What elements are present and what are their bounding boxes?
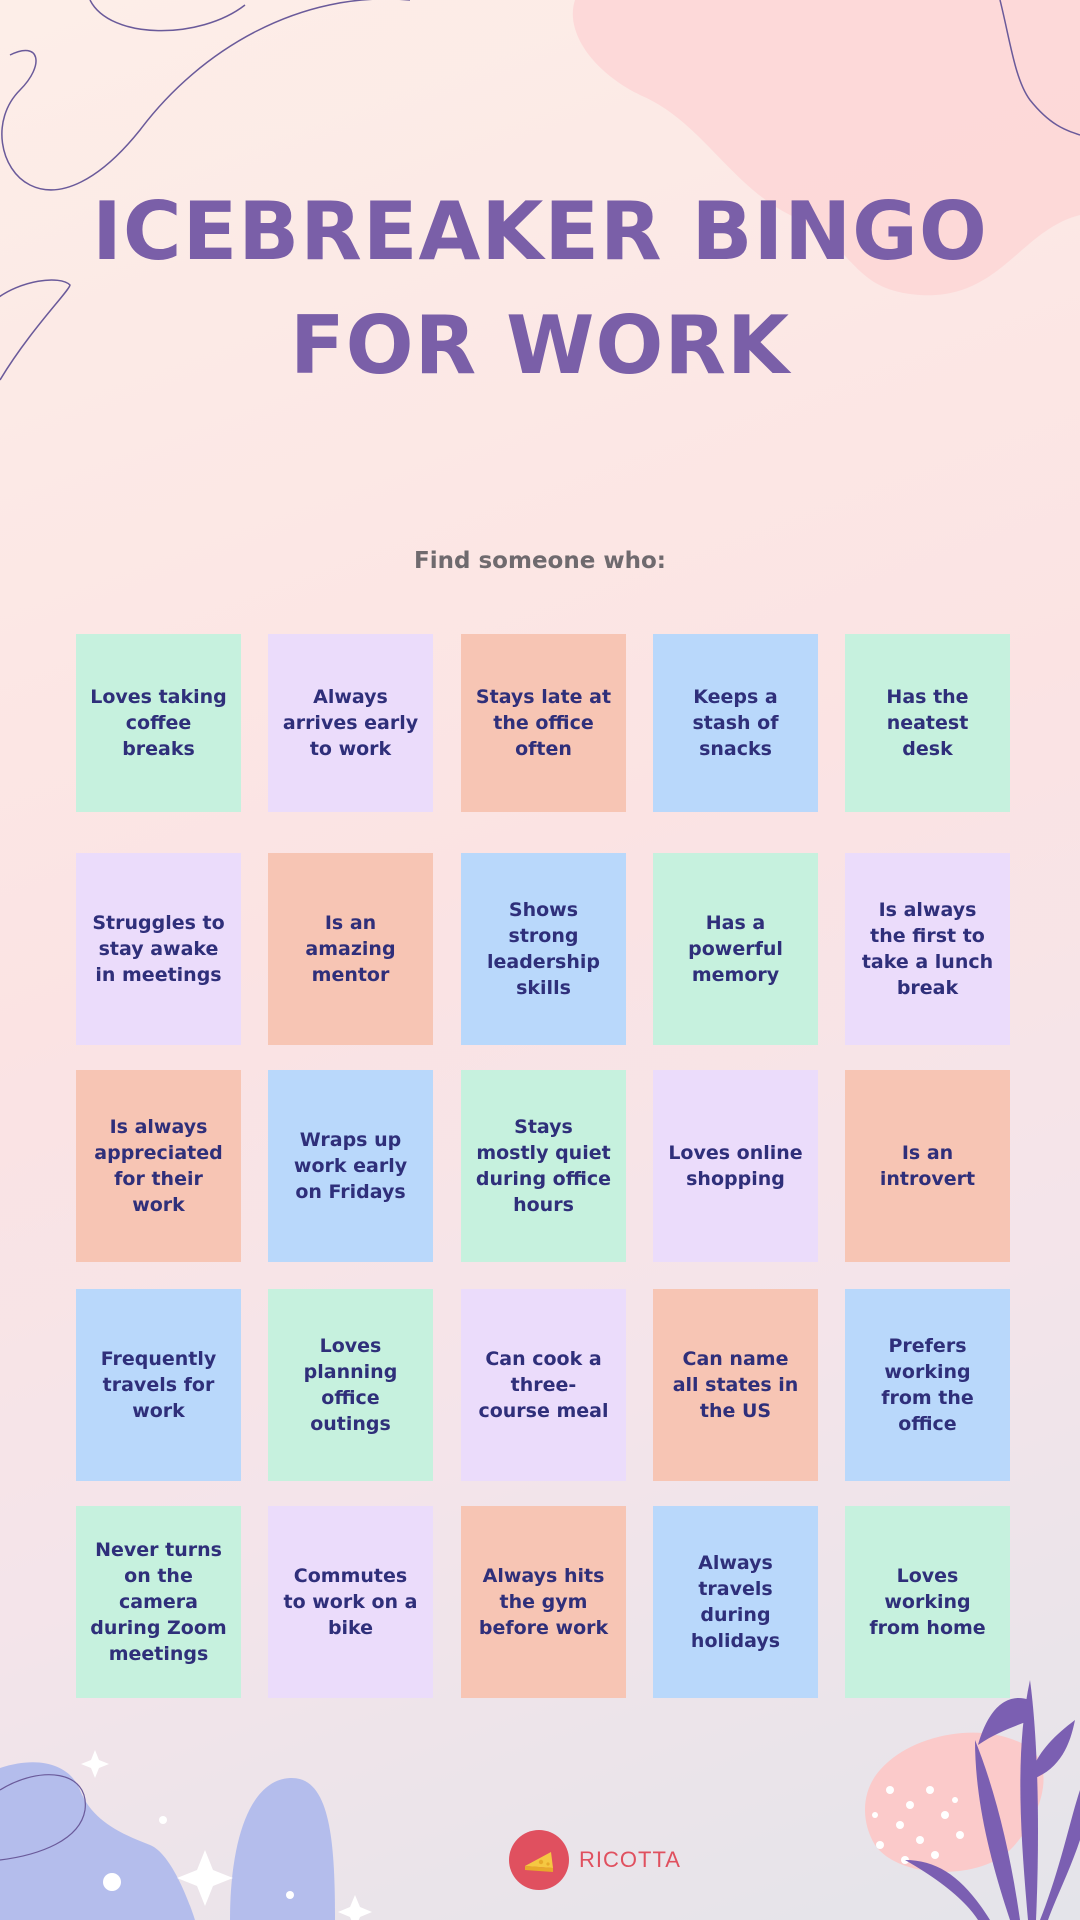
- blue-hill-bottom: [230, 1777, 335, 1920]
- bingo-card: Can cook a three-course meal: [461, 1289, 626, 1481]
- bingo-card: Stays late at the office often: [461, 634, 626, 812]
- subtitle: Find someone who:: [414, 548, 666, 574]
- pink-blob-bottom-right: [864, 1732, 1044, 1872]
- cheese-icon: [525, 1852, 553, 1872]
- bingo-card: Is always appreciated for their work: [76, 1070, 241, 1262]
- bingo-card: Struggles to stay awake in meetings: [76, 853, 241, 1045]
- bingo-card: Always hits the gym before work: [461, 1506, 626, 1698]
- bingo-card: Has the neatest desk: [845, 634, 1010, 812]
- bingo-card: Is always the first to take a lunch brea…: [845, 853, 1010, 1045]
- swirl-line-top-left: [1, 0, 410, 191]
- plant-leaves-decoration: [905, 1680, 1080, 1920]
- dots-pattern: [872, 1786, 964, 1864]
- bingo-card: Frequently travels for work: [76, 1289, 241, 1481]
- brand-name: RICOTTA: [579, 1847, 681, 1872]
- bingo-card: Is an introvert: [845, 1070, 1010, 1262]
- sparkle-icons: [81, 1750, 372, 1920]
- bingo-card: Loves taking coffee breaks: [76, 634, 241, 812]
- title-line-2: FOR WORK: [290, 299, 790, 392]
- title-line-1: ICEBREAKER BINGO: [92, 185, 988, 278]
- bingo-card: Loves planning office outings: [268, 1289, 433, 1481]
- bingo-card: Loves working from home: [845, 1506, 1010, 1698]
- brand-footer: RICOTTA: [509, 1830, 681, 1890]
- bingo-card: Always arrives early to work: [268, 634, 433, 812]
- brand-logo: [509, 1830, 569, 1890]
- bingo-card: Is an amazing mentor: [268, 853, 433, 1045]
- bingo-card: Keeps a stash of snacks: [653, 634, 818, 812]
- bingo-card: Shows strong leadership skills: [461, 853, 626, 1045]
- page-title: ICEBREAKER BINGO FOR WORK: [0, 175, 1080, 403]
- bingo-card: Has a powerful memory: [653, 853, 818, 1045]
- bingo-card: Loves online shopping: [653, 1070, 818, 1262]
- bingo-card: Can name all states in the US: [653, 1289, 818, 1481]
- swirl-line-top-right: [999, 0, 1080, 136]
- blue-blob-bottom-left: [0, 1762, 195, 1920]
- bingo-card: Never turns on the camera during Zoom me…: [76, 1506, 241, 1698]
- bingo-card: Wraps up work early on Fridays: [268, 1070, 433, 1262]
- bingo-card: Stays mostly quiet during office hours: [461, 1070, 626, 1262]
- swirl-line-bottom-left: [0, 1774, 86, 1861]
- bingo-card: Always travels during holidays: [653, 1506, 818, 1698]
- bingo-card: Commutes to work on a bike: [268, 1506, 433, 1698]
- bingo-card: Prefers working from the office: [845, 1289, 1010, 1481]
